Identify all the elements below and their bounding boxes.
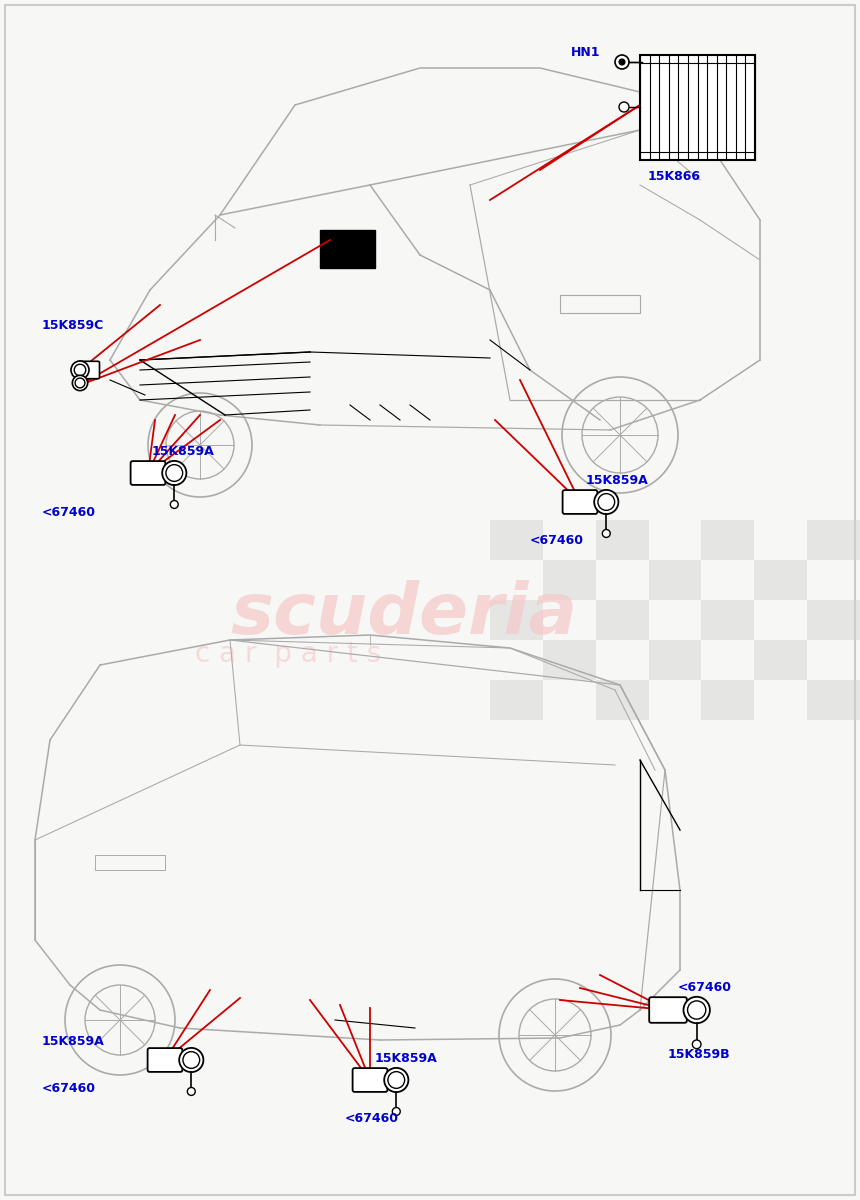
Circle shape (384, 1068, 408, 1092)
Bar (490, 520, 543, 560)
Bar (640, 55, 755, 160)
Circle shape (163, 461, 187, 485)
Circle shape (183, 1051, 200, 1068)
FancyBboxPatch shape (649, 997, 687, 1022)
Circle shape (594, 490, 618, 514)
Bar (95, 854, 165, 870)
Bar (808, 600, 860, 640)
Circle shape (179, 1048, 204, 1072)
Circle shape (687, 1001, 706, 1019)
Text: scuderia: scuderia (230, 580, 577, 649)
FancyBboxPatch shape (562, 490, 598, 514)
Bar (702, 680, 754, 720)
Circle shape (684, 997, 710, 1024)
Bar (754, 640, 808, 680)
Circle shape (187, 1087, 195, 1096)
Bar (702, 520, 754, 560)
FancyBboxPatch shape (131, 461, 165, 485)
Circle shape (71, 361, 89, 379)
Bar (490, 600, 543, 640)
Text: 15K859B: 15K859B (668, 1048, 731, 1061)
Text: c a r  p a r t s: c a r p a r t s (195, 640, 381, 668)
Circle shape (619, 59, 625, 65)
Bar (490, 680, 543, 720)
Text: 15K859A: 15K859A (375, 1052, 438, 1066)
Text: 15K859A: 15K859A (586, 474, 648, 487)
Text: 15K859C: 15K859C (42, 319, 104, 332)
Bar (702, 600, 754, 640)
Bar (596, 680, 648, 720)
Circle shape (72, 376, 88, 391)
Bar (596, 600, 648, 640)
Circle shape (602, 529, 611, 538)
Text: <67460: <67460 (345, 1111, 399, 1124)
FancyBboxPatch shape (353, 1068, 387, 1092)
Circle shape (388, 1072, 405, 1088)
Bar (560, 295, 640, 313)
Circle shape (692, 1040, 701, 1049)
Circle shape (75, 378, 85, 388)
Bar (543, 560, 596, 600)
Bar (320, 230, 375, 268)
Text: 15K859A: 15K859A (42, 1034, 105, 1048)
FancyBboxPatch shape (78, 361, 100, 379)
Circle shape (166, 464, 182, 481)
Text: <67460: <67460 (42, 1081, 96, 1094)
Circle shape (615, 55, 629, 68)
FancyBboxPatch shape (148, 1048, 182, 1072)
Circle shape (619, 102, 629, 112)
Circle shape (392, 1108, 400, 1116)
Circle shape (598, 493, 615, 510)
Bar (754, 560, 808, 600)
Bar (648, 640, 702, 680)
Circle shape (74, 365, 86, 376)
Text: HN1: HN1 (570, 46, 600, 59)
Bar (543, 640, 596, 680)
Text: <67460: <67460 (678, 982, 732, 994)
Text: <67460: <67460 (42, 505, 96, 518)
Bar (808, 520, 860, 560)
Bar (596, 520, 648, 560)
Circle shape (170, 500, 178, 509)
Bar (808, 680, 860, 720)
Text: <67460: <67460 (530, 534, 584, 546)
Bar (648, 560, 702, 600)
Text: 15K859A: 15K859A (152, 445, 215, 458)
Text: 15K866: 15K866 (648, 170, 701, 182)
